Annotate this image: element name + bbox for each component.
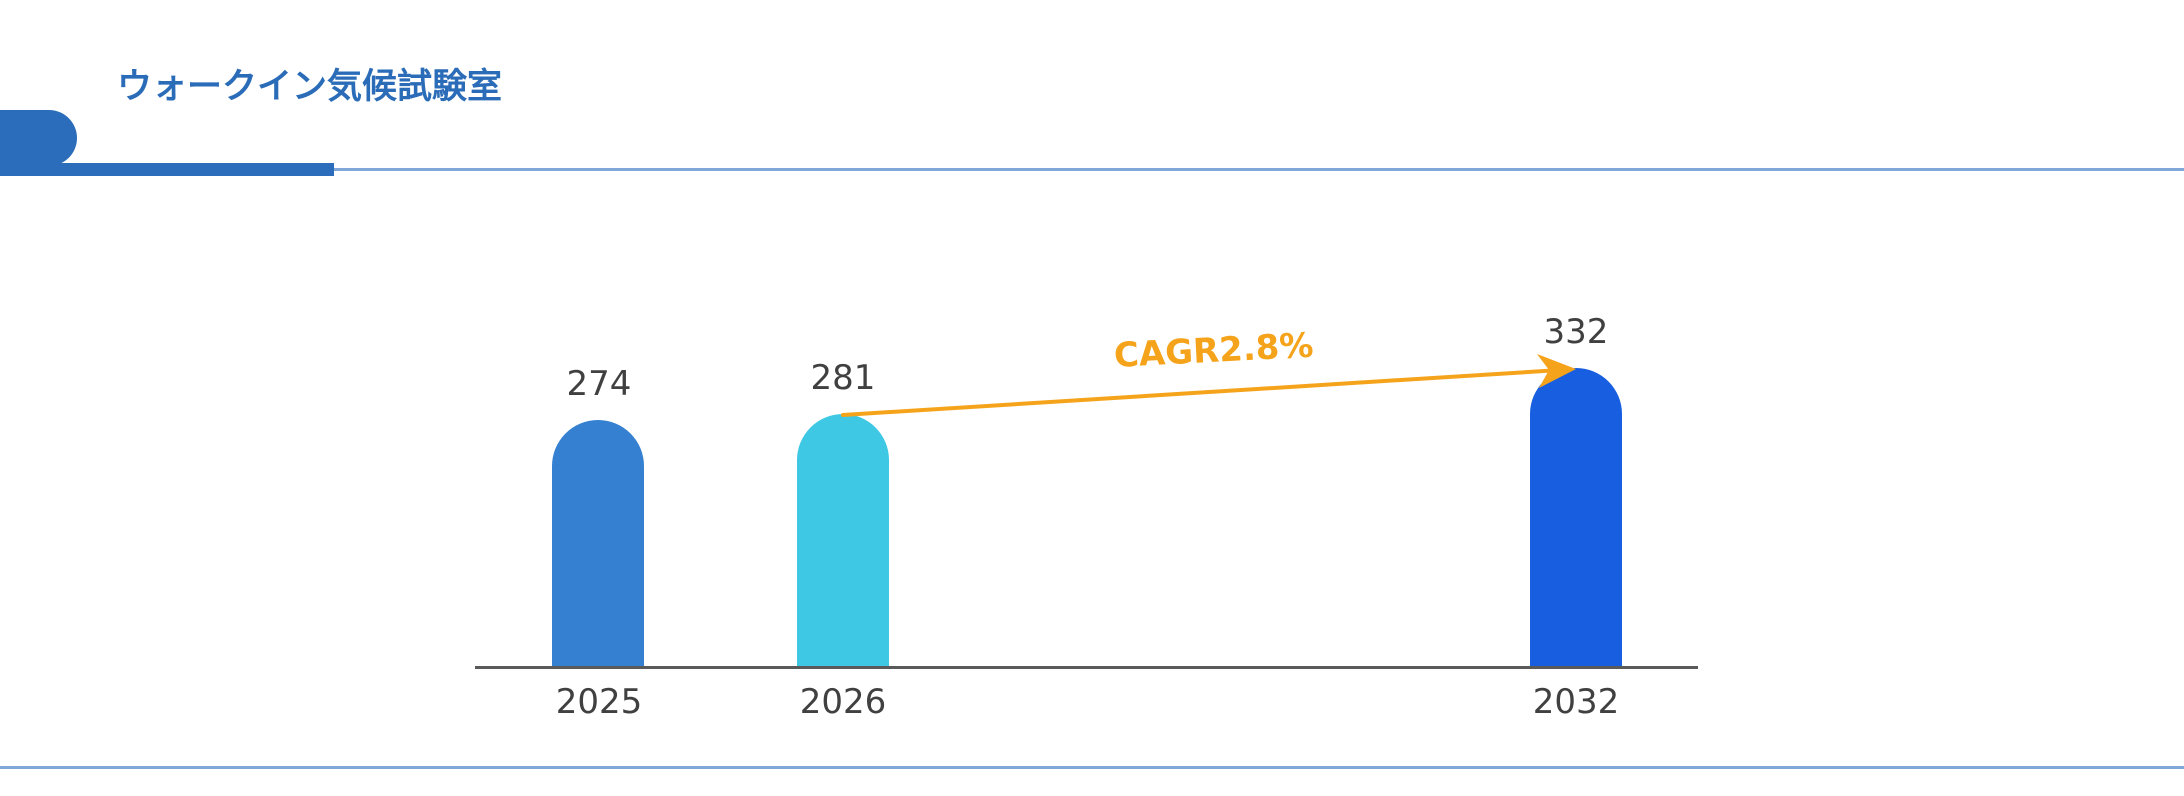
x-tick-2032: 2032 — [1532, 682, 1620, 722]
x-axis-line — [475, 666, 1698, 669]
bar-2032 — [1530, 368, 1622, 667]
value-label-2025: 274 — [566, 364, 632, 404]
bar-2026 — [797, 414, 889, 667]
bar-2025 — [552, 420, 644, 667]
page-title: ウォークイン気候試験室 — [117, 67, 503, 107]
header-underline-bar — [0, 163, 334, 176]
value-label-2026: 281 — [810, 358, 876, 398]
x-tick-2025: 2025 — [555, 682, 643, 722]
value-label-2032: 332 — [1543, 312, 1609, 352]
header-divider-line — [334, 168, 2184, 171]
footer-divider-line — [0, 766, 2184, 769]
x-tick-2026: 2026 — [799, 682, 887, 722]
header-tab-shape — [0, 110, 77, 166]
